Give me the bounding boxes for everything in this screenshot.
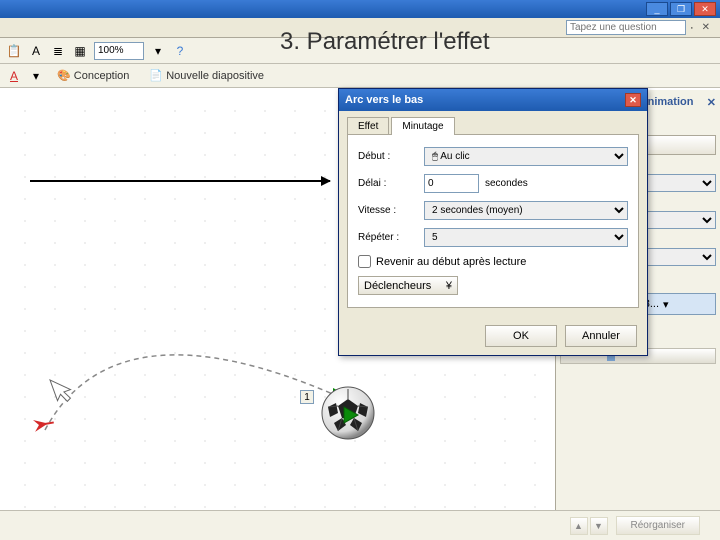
help-icon[interactable]: ? [172,43,188,59]
page-title: 3. Paramétrer l'effet [280,28,490,56]
revenir-checkbox[interactable] [358,255,371,268]
effect-options-dialog: Arc vers le bas ✕ Effet Minutage Début :… [338,88,648,356]
zoom-input[interactable] [94,42,144,60]
grid-icon[interactable]: ▦ [72,43,88,59]
chevron-down-icon[interactable]: ▾ [28,68,44,84]
close-button[interactable]: ✕ [694,2,716,16]
dialog-footer: OK Annuler [339,317,647,355]
delai-spinner[interactable] [424,174,479,193]
close-child-window[interactable]: ✕ [698,22,714,33]
font-color-icon[interactable]: A [6,68,22,84]
effect-item-dd-icon[interactable]: ▾ [663,298,669,311]
object-number-tag[interactable]: 1 [300,390,314,404]
conception-button[interactable]: 🎨 Conception [50,66,136,85]
motion-path [25,320,345,440]
dialog-titlebar[interactable]: Arc vers le bas ✕ [339,89,647,111]
reorganiser-button[interactable]: Réorganiser [616,516,700,535]
vitesse-label: Vitesse : [358,205,418,216]
new-slide-label: Nouvelle diapositive [166,70,264,82]
dialog-title-text: Arc vers le bas [345,94,423,106]
annotation-arrow [30,180,330,182]
toolbar-row-2: A ▾ 🎨 Conception 📄 Nouvelle diapositive [0,64,720,88]
minimize-button[interactable]: _ [646,2,668,16]
annuler-button[interactable]: Annuler [565,325,637,347]
statusbar: ▲ ▼ Réorganiser [0,510,720,540]
restore-button[interactable]: ❐ [670,2,692,16]
dialog-tabs: Effet Minutage [339,111,647,135]
menubar-separator: · [690,22,694,34]
declencheurs-chevron-icon: ¥ [446,280,452,292]
repeter-select[interactable]: 5 [424,228,628,247]
ok-button[interactable]: OK [485,325,557,347]
dialog-body: Début : 🖱 Au clic Délai : secondes Vites… [347,134,639,308]
align-icon[interactable]: ≣ [50,43,66,59]
zoom-dropdown-icon[interactable]: ▾ [150,43,166,59]
reorder-down-icon[interactable]: ▼ [590,517,608,535]
paste-icon[interactable]: 📋 [6,43,22,59]
declencheurs-button[interactable]: Déclencheurs ¥ [358,276,458,295]
conception-label: Conception [74,70,130,82]
pane-close-icon[interactable]: ✕ [707,96,716,109]
new-slide-button[interactable]: 📄 Nouvelle diapositive [142,66,271,85]
debut-select[interactable]: 🖱 Au clic [424,147,628,166]
repeter-label: Répéter : [358,232,418,243]
tab-effet[interactable]: Effet [347,117,389,135]
dialog-close-button[interactable]: ✕ [625,93,641,107]
reorder-arrows: ▲ ▼ [570,517,608,535]
tab-minutage[interactable]: Minutage [391,117,454,135]
revenir-checkbox-row[interactable]: Revenir au début après lecture [358,255,628,268]
window-titlebar: _ ❐ ✕ [0,0,720,18]
delai-unit: secondes [485,178,528,189]
soccer-ball[interactable] [320,385,376,441]
delai-label: Délai : [358,178,418,189]
revenir-label: Revenir au début après lecture [376,256,526,268]
declencheurs-label: Déclencheurs [364,280,431,292]
help-search-input[interactable] [566,20,686,35]
debut-label: Début : [358,151,418,162]
vitesse-select[interactable]: 2 secondes (moyen) [424,201,628,220]
reorder-up-icon[interactable]: ▲ [570,517,588,535]
text-a-icon[interactable]: A [28,43,44,59]
